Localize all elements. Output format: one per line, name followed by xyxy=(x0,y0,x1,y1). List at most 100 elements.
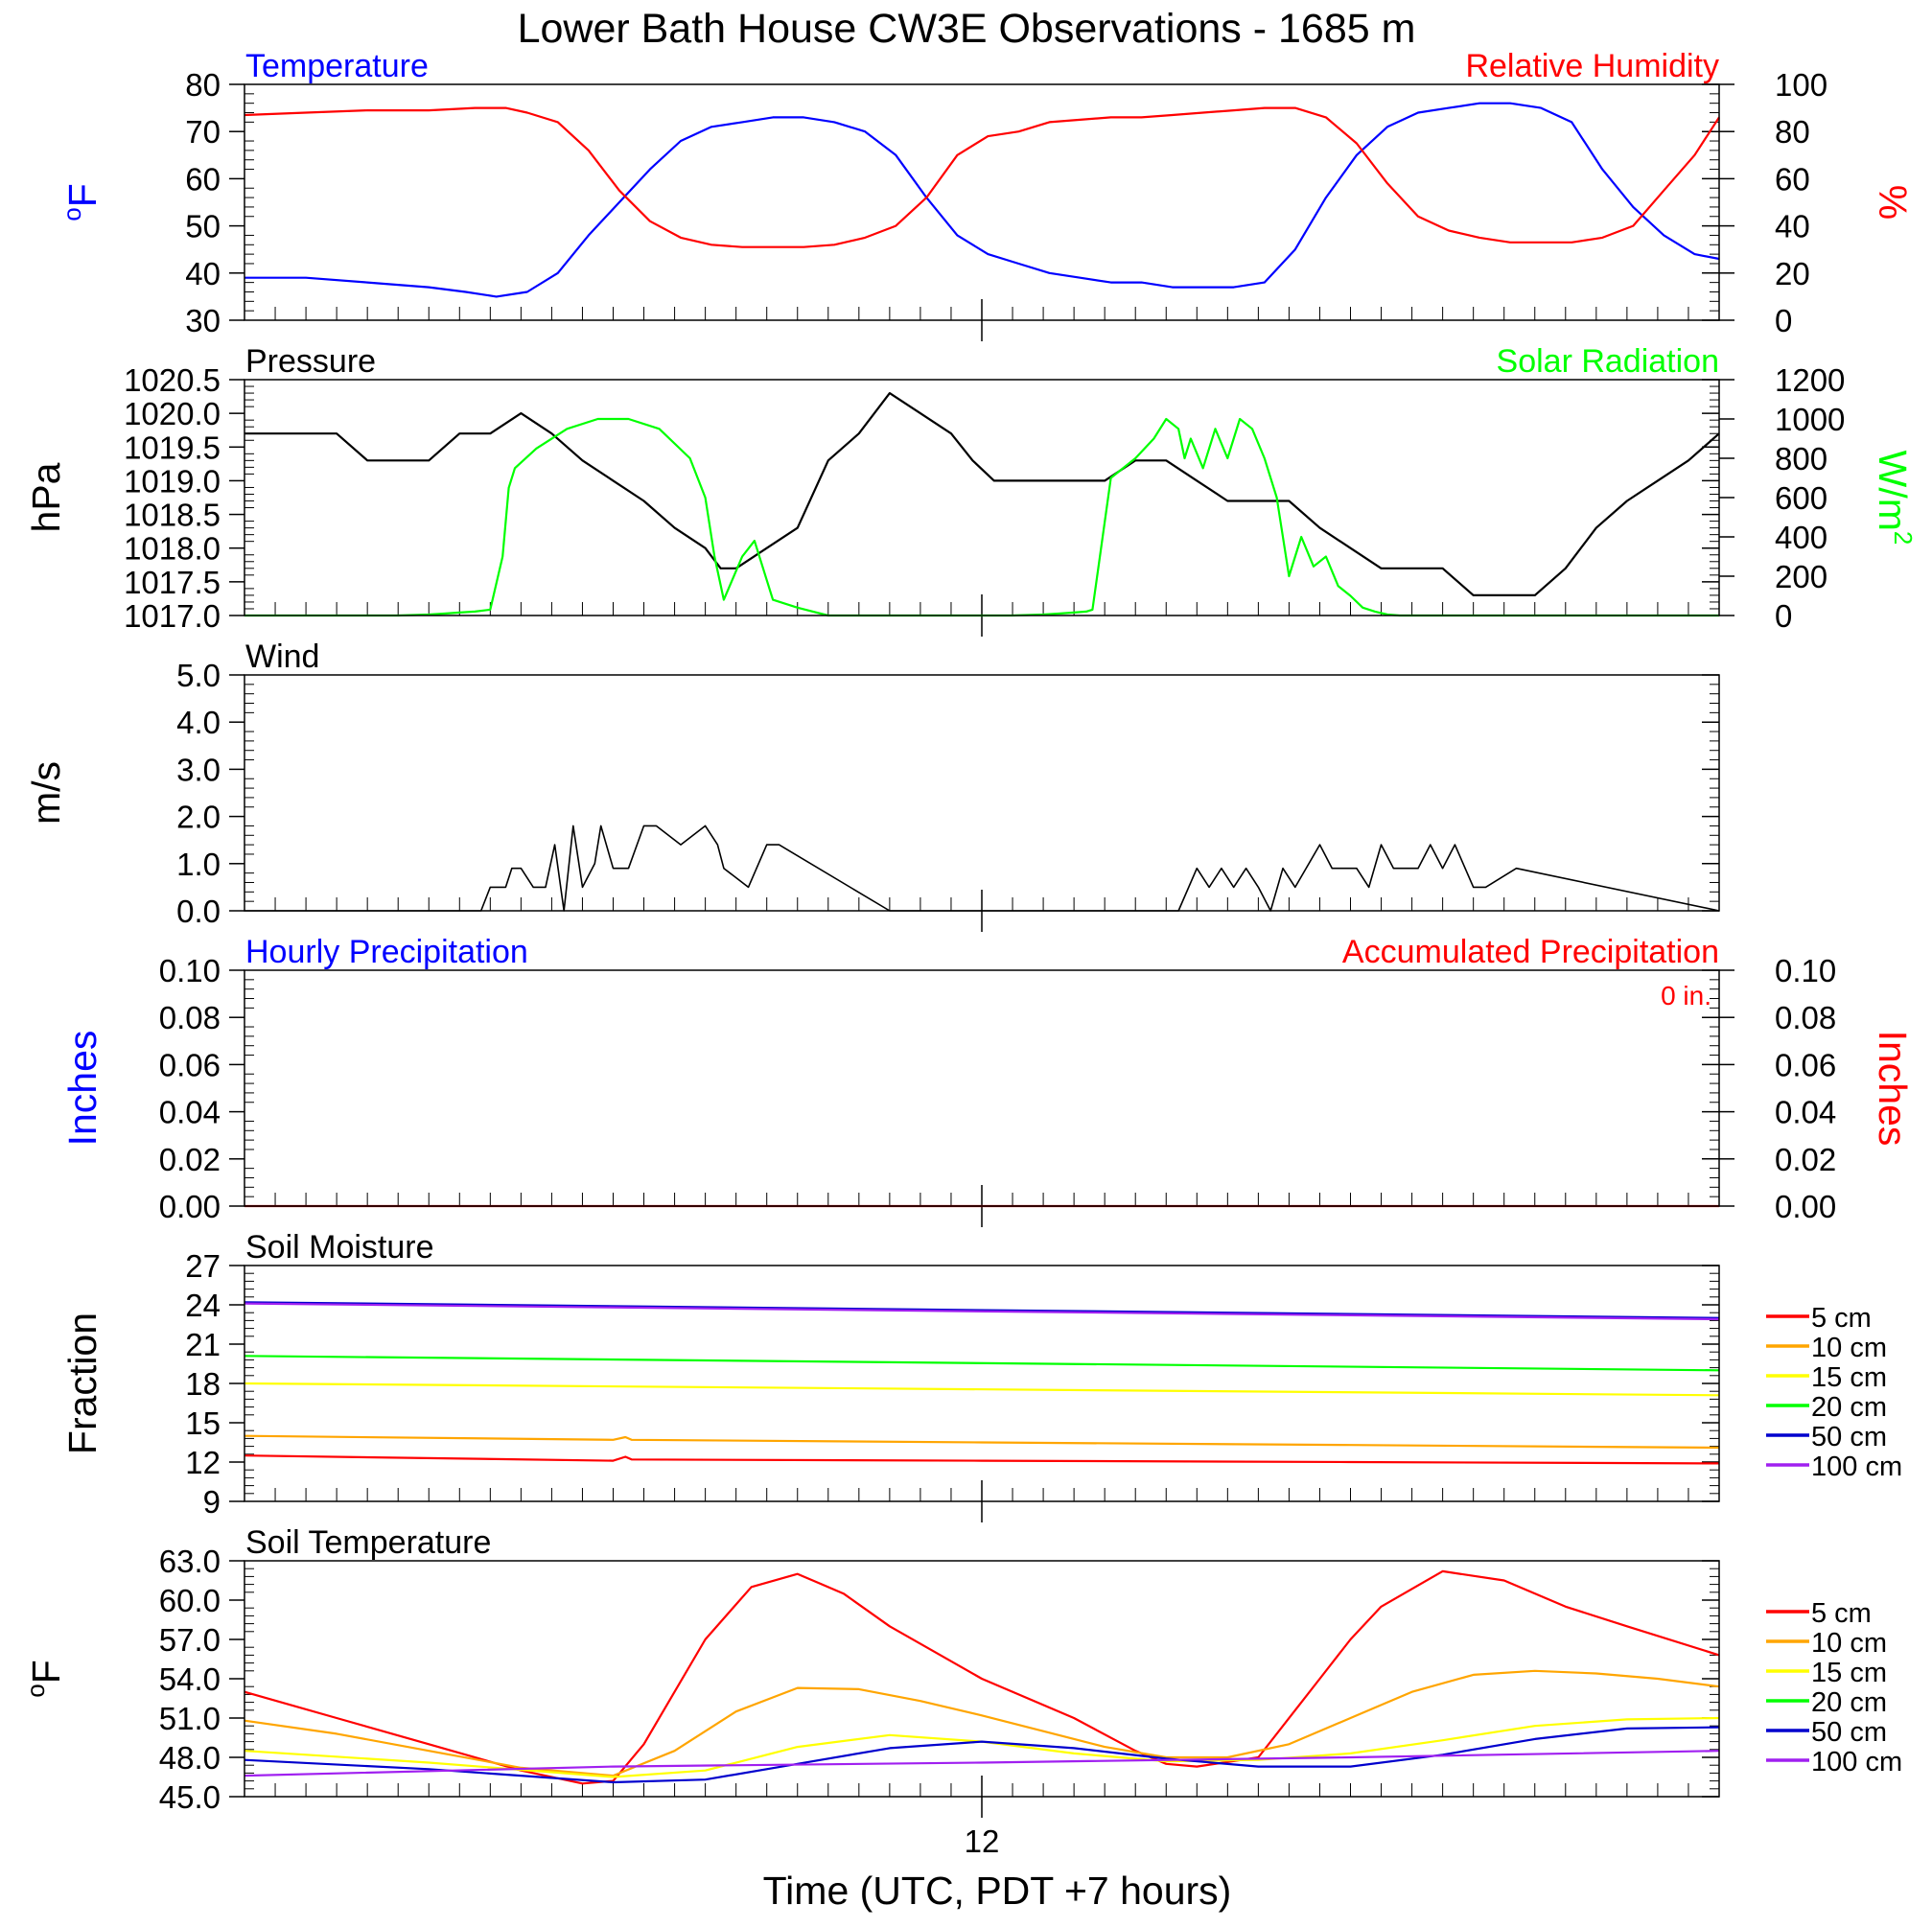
y-tick-label: 5.0 xyxy=(176,658,221,693)
y-tick-label: 1017.5 xyxy=(124,565,221,600)
plot-frame xyxy=(244,674,1720,912)
y-tick-label: 15 xyxy=(185,1405,221,1441)
y-axis-label: Inches xyxy=(60,1031,105,1147)
y-axis-label: oF xyxy=(21,1660,68,1698)
y-tick-label: 51.0 xyxy=(159,1701,221,1736)
y-tick-label: 50 xyxy=(185,209,221,244)
y2-tick-label: 1000 xyxy=(1775,402,1845,437)
series-line-soil-temperature-1 xyxy=(244,1669,1720,1777)
y-axis-label-sup: o xyxy=(21,1684,50,1697)
y2-tick-label: 1200 xyxy=(1775,362,1845,398)
y-tick-label: 0.06 xyxy=(159,1047,221,1082)
y2-tick-label: 0.10 xyxy=(1775,953,1836,988)
plot-frame xyxy=(244,969,1720,1207)
x-tick-label: 12 xyxy=(965,1823,1000,1859)
panel-wind: 0.0 1.0 2.0 3.0 4.0 5.0 Wind m/s xyxy=(24,639,1720,932)
series-line-soil-temperature-0 xyxy=(244,1569,1720,1785)
series-line-soil-moisture-5 xyxy=(244,1302,1720,1321)
legend-label: 50 cm xyxy=(1811,1422,1887,1452)
series-line-temperature-humidity-1 xyxy=(244,106,1720,248)
series-line-soil-temperature-4 xyxy=(244,1726,1720,1784)
y-tick-label: 1020.5 xyxy=(124,362,221,398)
y2-tick-label: 0 xyxy=(1775,303,1792,338)
y-axis-label: Fraction xyxy=(60,1312,105,1454)
legend-label: 100 cm xyxy=(1811,1747,1902,1777)
y2-axis-label: Inches xyxy=(1871,1031,1915,1147)
legend-label: 5 cm xyxy=(1811,1303,1872,1334)
series-line-soil-temperature-5 xyxy=(244,1750,1720,1777)
y-axis-label-main: F xyxy=(24,1660,68,1684)
panel-title-right: Relative Humidity xyxy=(1465,48,1719,84)
y2-tick-label: 80 xyxy=(1775,114,1810,150)
y-axis-label-sup: o xyxy=(58,207,86,221)
panel-soil-temperature: 45.048.0 51.0 54.057.0 60.0 63.0 Soil Tempera… xyxy=(21,1524,1902,1818)
y-tick-label: 9 xyxy=(203,1484,221,1520)
series-line-pressure-solar-1 xyxy=(244,417,1719,617)
y2-tick-label: 0.08 xyxy=(1775,1000,1836,1035)
y2-tick-label: 800 xyxy=(1775,441,1827,476)
y-tick-label: 40 xyxy=(185,256,221,291)
y2-tick-label: 60 xyxy=(1775,161,1810,197)
y2-tick-label: 0.02 xyxy=(1775,1142,1836,1177)
legend-label: 100 cm xyxy=(1811,1452,1902,1482)
y-tick-label: 80 xyxy=(185,67,221,103)
legend-label: 50 cm xyxy=(1811,1717,1887,1748)
plot-frame xyxy=(244,379,1720,616)
y-tick-label: 2.0 xyxy=(176,800,221,835)
y-tick-label: 1019.0 xyxy=(124,463,221,499)
y-tick-label: 30 xyxy=(185,303,221,338)
legend-label: 10 cm xyxy=(1811,1628,1887,1659)
y-tick-label: 0.08 xyxy=(159,1000,221,1035)
panel-title-right: Accumulated Precipitation xyxy=(1342,934,1719,970)
x-axis-label: Time (UTC, PDT +7 hours) xyxy=(763,1869,1232,1913)
y-tick-label: 54.0 xyxy=(159,1661,221,1697)
y2-tick-label: 600 xyxy=(1775,480,1827,516)
y-axis-label: m/s xyxy=(24,761,68,825)
panel-title-left: Wind xyxy=(245,639,319,675)
y-tick-label: 0.02 xyxy=(159,1142,221,1177)
y-tick-label: 1017.0 xyxy=(124,598,221,634)
panel-title-left: Soil Moisture xyxy=(245,1229,434,1266)
y-tick-label: 3.0 xyxy=(176,752,221,787)
panel-title-left: Soil Temperature xyxy=(245,1524,491,1561)
y-axis-label: hPa xyxy=(24,462,68,532)
plot-frame xyxy=(244,1265,1720,1502)
y-tick-label: 57.0 xyxy=(159,1622,221,1658)
y-tick-label: 18 xyxy=(185,1366,221,1402)
y-tick-label: 60 xyxy=(185,161,221,197)
y-tick-label: 60.0 xyxy=(159,1583,221,1618)
series-line-soil-moisture-2 xyxy=(244,1382,1720,1397)
series-line-soil-moisture-3 xyxy=(244,1355,1720,1372)
y-tick-label: 45.0 xyxy=(159,1779,221,1815)
y2-tick-label: 100 xyxy=(1775,67,1827,103)
y2-tick-label: 200 xyxy=(1775,559,1827,594)
series-line-soil-temperature-2 xyxy=(244,1716,1720,1778)
series-line-soil-moisture-0 xyxy=(244,1454,1720,1465)
panel-precipitation: 0.00 0.02 0.04 0.06 0.08 0.10 0.00 0.02 0.04 0.06… xyxy=(60,934,1915,1227)
y2-axis-label: % xyxy=(1871,185,1915,220)
y-tick-label: 4.0 xyxy=(176,705,221,740)
y-tick-label: 1018.0 xyxy=(124,531,221,567)
y-tick-label: 24 xyxy=(185,1288,221,1323)
y-tick-label: 63.0 xyxy=(159,1544,221,1579)
y-tick-label: 0.10 xyxy=(159,953,221,988)
y2-axis-label: W/m2 xyxy=(1871,451,1918,546)
y-tick-label: 0.0 xyxy=(176,894,221,929)
y2-tick-label: 20 xyxy=(1775,256,1810,291)
y-axis-label: oF xyxy=(58,183,105,221)
legend-label: 20 cm xyxy=(1811,1687,1887,1718)
plot-frame xyxy=(244,83,1720,321)
y2-axis-label-sup: 2 xyxy=(1889,531,1918,545)
y-tick-label: 1019.5 xyxy=(124,430,221,465)
legend-label: 10 cm xyxy=(1811,1333,1887,1363)
panel-pressure-solar: 1017.01017.51018.01018.51019.01019.51020… xyxy=(24,343,1918,637)
y2-tick-label: 400 xyxy=(1775,520,1827,555)
y2-tick-label: 0.06 xyxy=(1775,1047,1836,1082)
y-axis-label-main: F xyxy=(60,183,105,207)
y2-axis-label-main: W/m xyxy=(1871,451,1915,531)
panel-title-right: Solar Radiation xyxy=(1497,343,1719,380)
y-tick-label: 27 xyxy=(185,1248,221,1284)
legend-label: 15 cm xyxy=(1811,1362,1887,1393)
